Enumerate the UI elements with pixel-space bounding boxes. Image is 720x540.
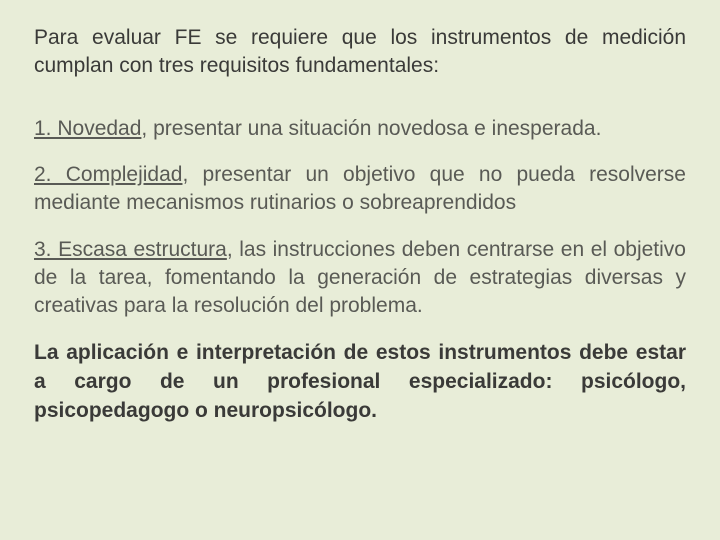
closing-paragraph: La aplicación e interpretación de estos …: [34, 339, 686, 426]
requirement-1: 1. Novedad, presentar una situación nove…: [34, 115, 686, 143]
requirement-3-label: 3. Escasa estructura: [34, 238, 227, 261]
requirement-3: 3. Escasa estructura, las instrucciones …: [34, 236, 686, 321]
requirement-2-label: 2. Complejidad: [34, 163, 182, 186]
slide-container: Para evaluar FE se requiere que los inst…: [0, 0, 720, 540]
requirement-1-text: , presentar una situación novedosa e ine…: [141, 117, 601, 140]
intro-paragraph: Para evaluar FE se requiere que los inst…: [34, 24, 686, 81]
requirement-2: 2. Complejidad, presentar un objetivo qu…: [34, 161, 686, 218]
requirement-1-label: 1. Novedad: [34, 117, 141, 140]
